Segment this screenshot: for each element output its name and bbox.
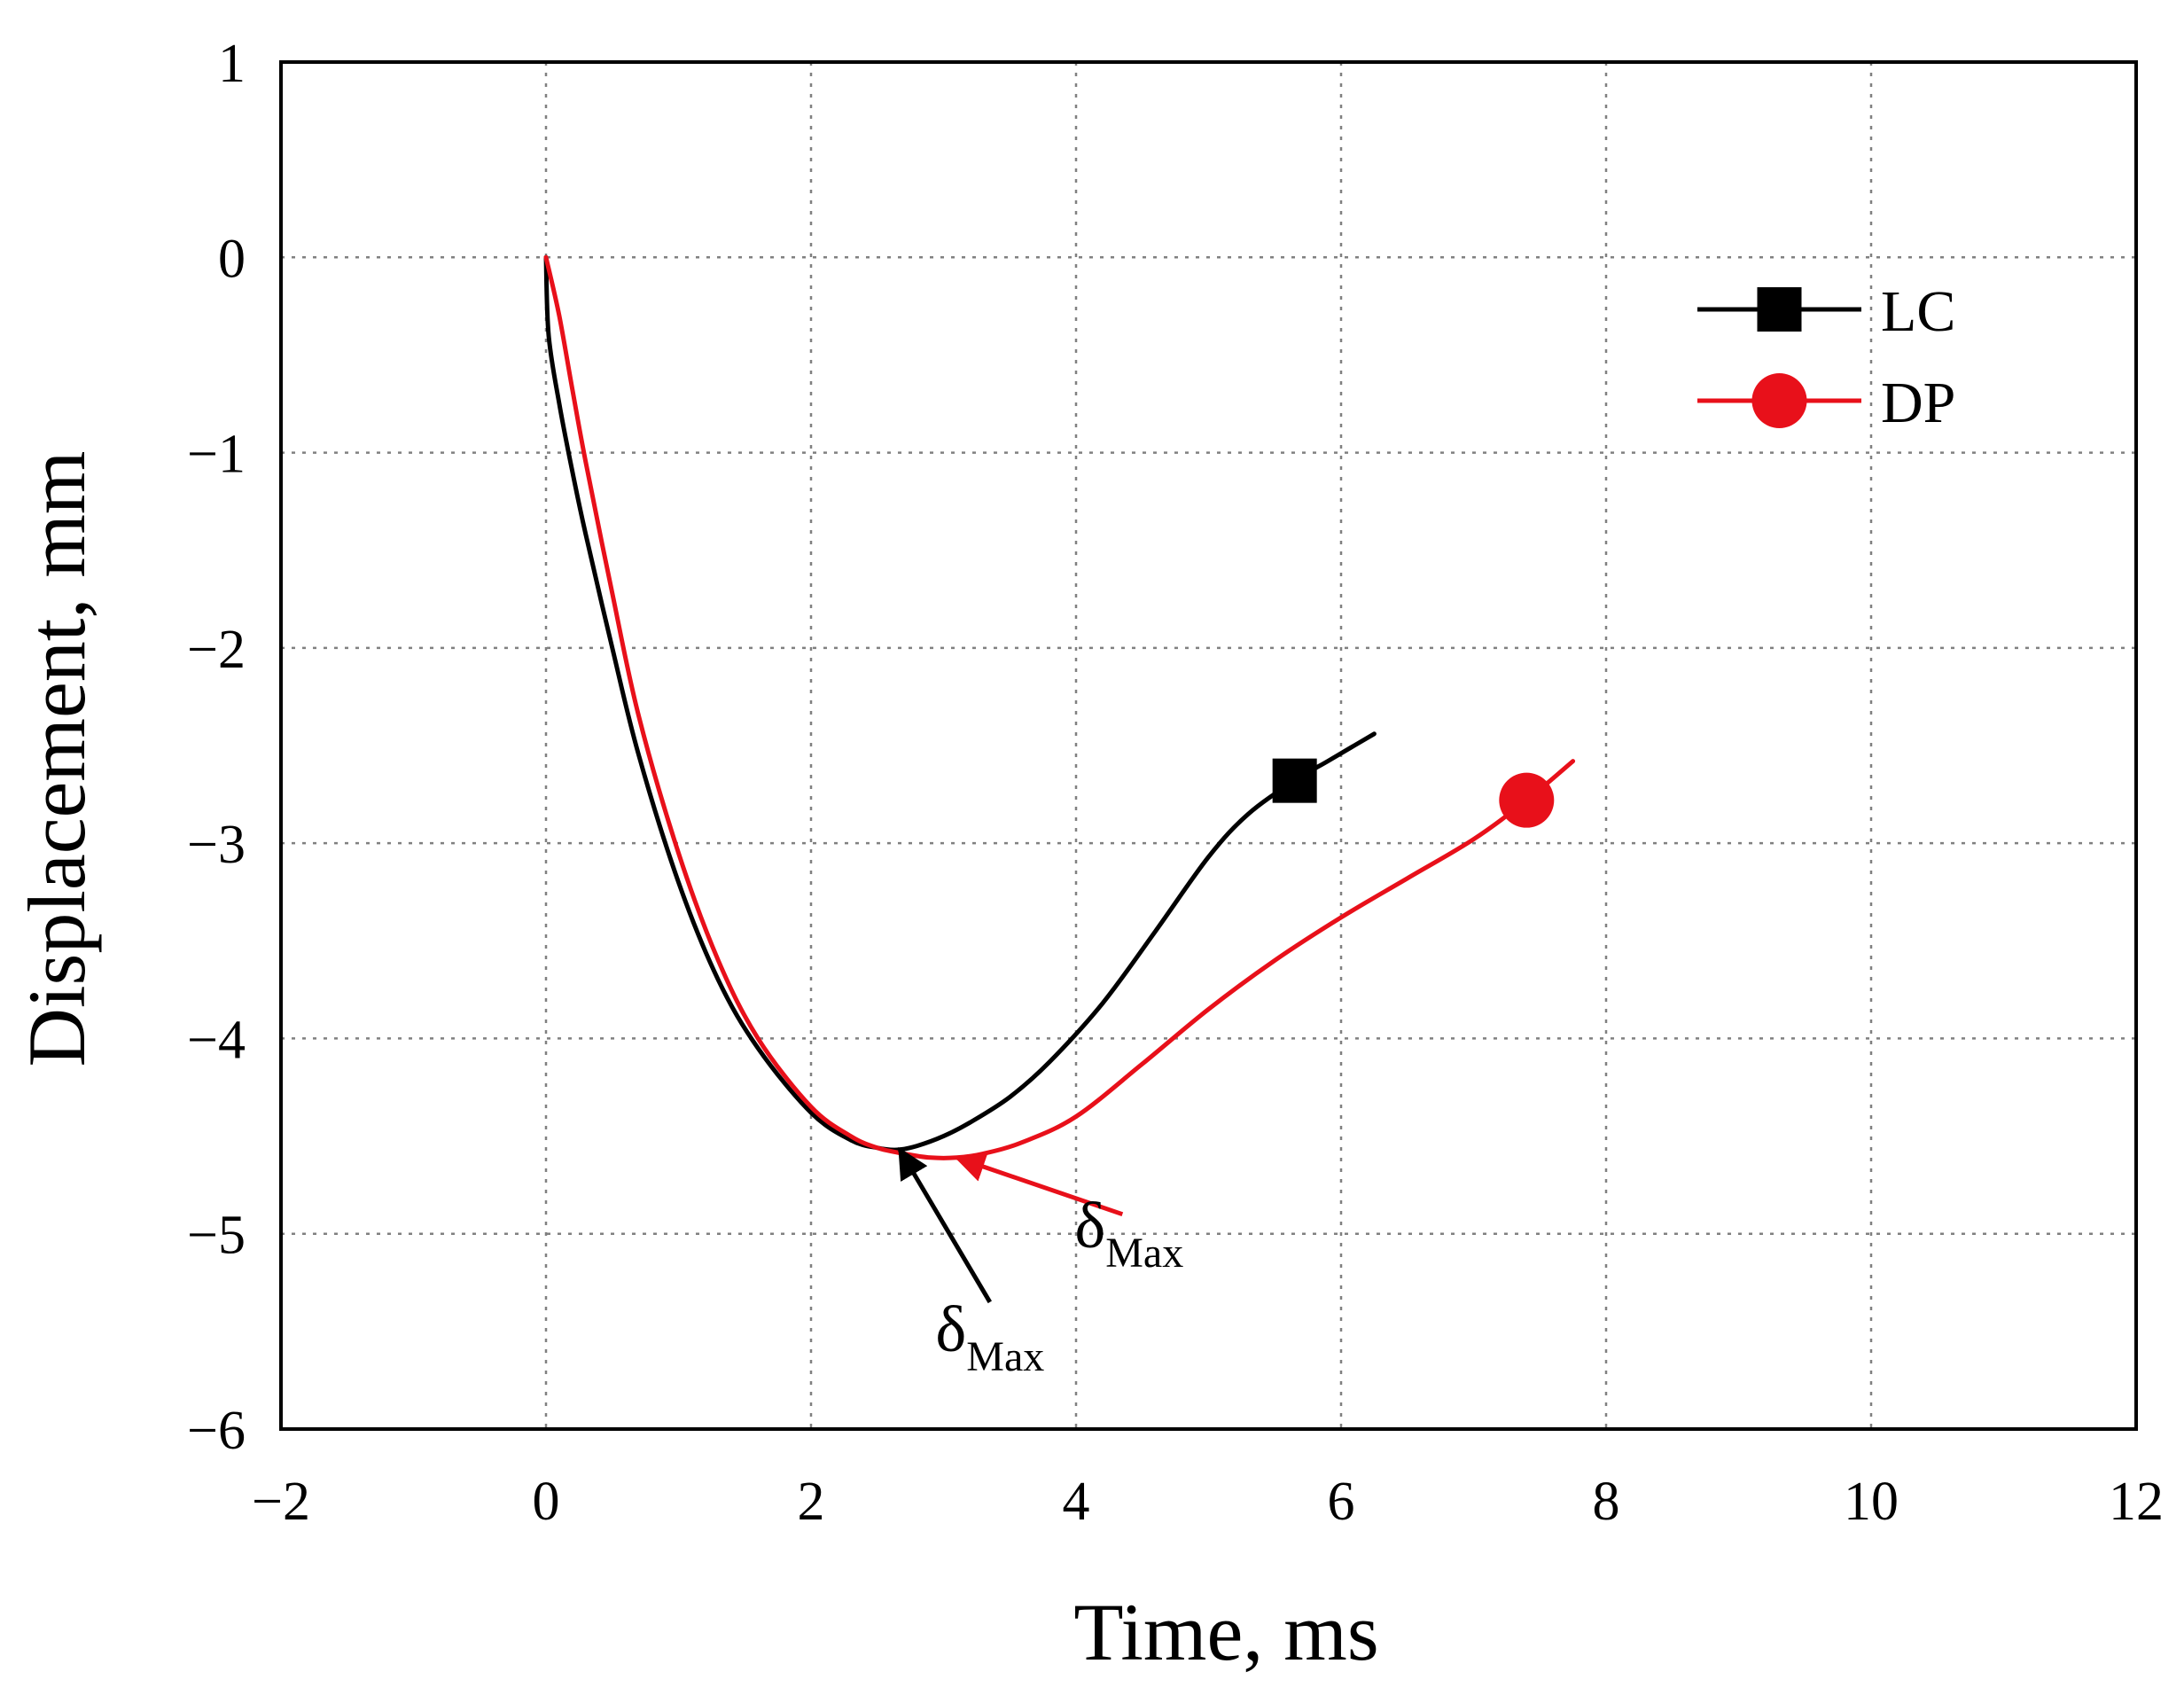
- series-dp-line: [543, 254, 1576, 1160]
- y-tick-label: 0: [218, 229, 246, 289]
- y-tick-label: −1: [187, 425, 246, 485]
- x-tick-label: 0: [533, 1472, 560, 1532]
- legend-dp-marker: [1751, 373, 1807, 428]
- lc-delta-max: δMax: [898, 1146, 1044, 1380]
- series-dp-marker: [1499, 772, 1555, 828]
- x-tick-label: 2: [798, 1472, 825, 1532]
- series-lc-line: [543, 254, 1377, 1152]
- x-tick-label: 8: [1593, 1472, 1620, 1532]
- dp-delta-max-arrow: [954, 1152, 1124, 1217]
- x-tick-label: 12: [2109, 1472, 2164, 1532]
- y-tick-label: −5: [187, 1206, 246, 1266]
- y-tick-label: 1: [218, 34, 246, 94]
- y-tick-label: −4: [187, 1010, 246, 1070]
- grid: [281, 62, 2136, 1429]
- y-tick-label: −6: [187, 1401, 246, 1461]
- y-tick-label: −3: [187, 815, 246, 875]
- x-tick-label: 6: [1328, 1472, 1355, 1532]
- legend-item-lc: LC: [1697, 279, 1955, 344]
- series-lc: [543, 254, 1377, 1152]
- legend-dp-label: DP: [1881, 371, 1955, 435]
- y-axis-title: Displacement, mm: [12, 451, 102, 1067]
- annotations: δMax δMax: [898, 1146, 1183, 1380]
- legend-lc-label: LC: [1881, 279, 1955, 344]
- legend-item-dp: DP: [1697, 371, 1955, 435]
- x-tick-label: 4: [1063, 1472, 1090, 1532]
- dp-delta-max-label: δMax: [1074, 1190, 1183, 1277]
- plot-frame: [279, 60, 2138, 1431]
- x-tick-label: 10: [1844, 1472, 1899, 1532]
- series-lc-marker: [1272, 758, 1317, 803]
- lc-delta-max-arrow: [898, 1146, 992, 1304]
- y-tick-label: −2: [187, 620, 246, 680]
- legend-lc-marker: [1757, 287, 1802, 332]
- x-axis-title: Time, ms: [1073, 1587, 1378, 1677]
- legend: LC DP: [1697, 279, 1955, 435]
- x-tick-label: −2: [252, 1472, 310, 1532]
- dp-delta-max: δMax: [954, 1152, 1183, 1277]
- series-layer: [543, 254, 1576, 1160]
- lc-delta-max-label: δMax: [935, 1293, 1044, 1380]
- series-dp: [543, 254, 1576, 1160]
